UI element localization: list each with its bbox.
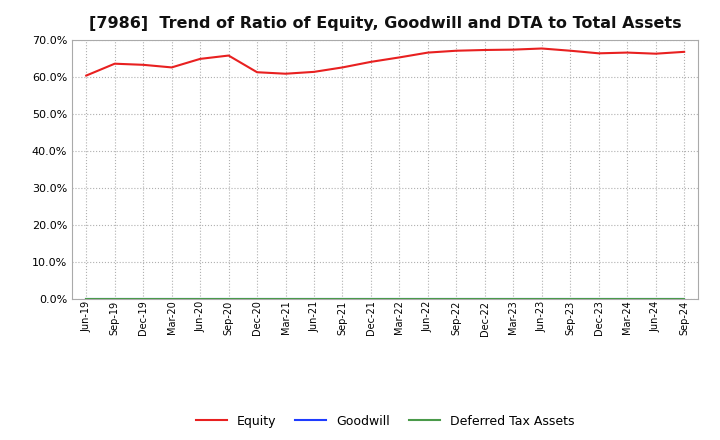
Legend: Equity, Goodwill, Deferred Tax Assets: Equity, Goodwill, Deferred Tax Assets (196, 415, 575, 428)
Title: [7986]  Trend of Ratio of Equity, Goodwill and DTA to Total Assets: [7986] Trend of Ratio of Equity, Goodwil… (89, 16, 682, 32)
